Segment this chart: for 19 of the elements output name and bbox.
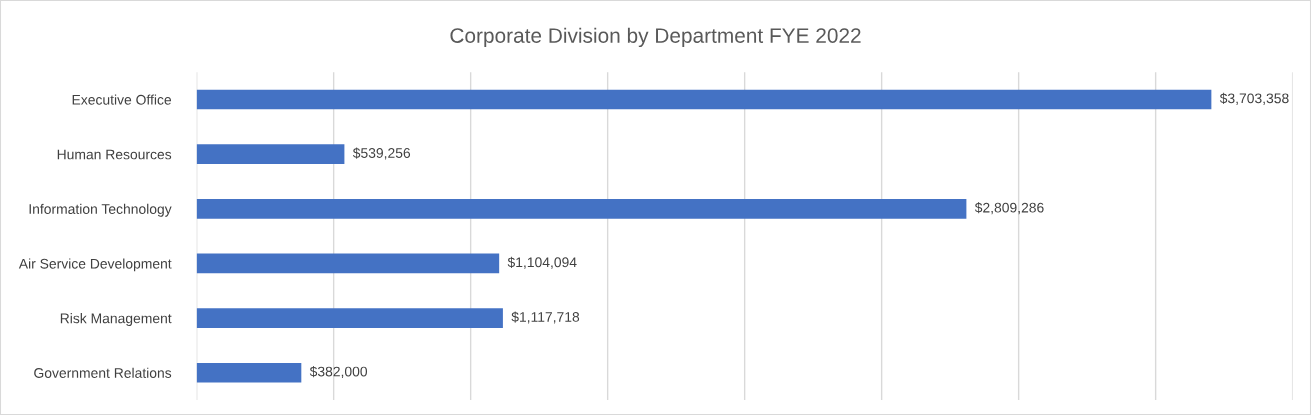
data-label: $539,256 bbox=[352, 147, 411, 160]
chart-title: Corporate Division by Department FYE 2022 bbox=[450, 27, 861, 48]
data-label: $1,104,094 bbox=[507, 256, 577, 269]
y-tick-label: Air Service Development bbox=[18, 258, 172, 272]
y-tick-label: Information Technology bbox=[29, 203, 172, 217]
bar bbox=[196, 144, 345, 165]
bar bbox=[196, 253, 500, 274]
bar bbox=[196, 89, 1212, 110]
y-tick-label: Human Resources bbox=[57, 149, 172, 160]
data-label: $2,809,286 bbox=[974, 202, 1044, 215]
y-tick-label: Risk Management bbox=[60, 313, 172, 327]
data-label: $382,000 bbox=[309, 366, 368, 379]
data-label: $3,703,358 bbox=[1219, 92, 1289, 105]
bar bbox=[196, 308, 503, 328]
y-tick-label: Executive Office bbox=[72, 94, 172, 105]
bar bbox=[196, 362, 302, 383]
bar bbox=[196, 198, 967, 219]
y-tick-label: Government Relations bbox=[34, 367, 172, 378]
data-label: $1,117,718 bbox=[511, 311, 580, 324]
